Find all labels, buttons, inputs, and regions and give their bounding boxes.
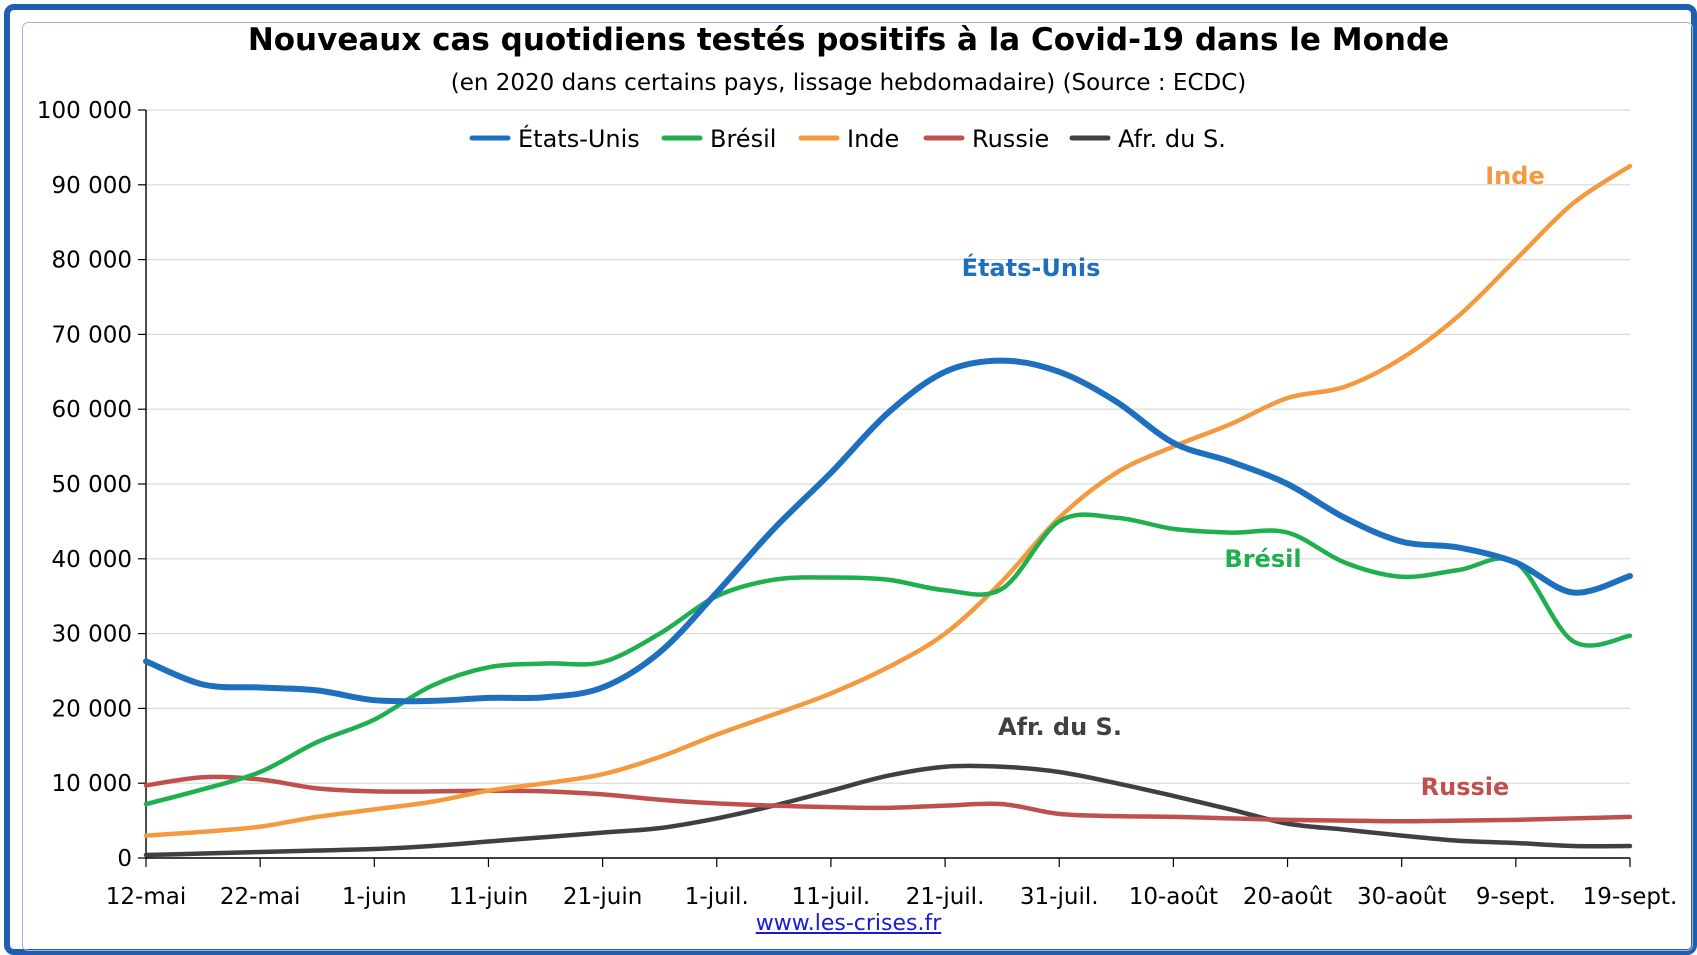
series-line-3 — [143, 774, 1633, 824]
x-tick-label: 11-juin — [449, 884, 529, 910]
y-tick-label: 100 000 — [37, 98, 132, 124]
y-tick-label: 20 000 — [52, 696, 132, 722]
series-line-0 — [143, 357, 1633, 705]
y-tick-label: 30 000 — [52, 622, 132, 648]
x-tick-label: 9-sept. — [1476, 884, 1556, 910]
x-tick-label: 31-juil. — [1020, 884, 1099, 910]
source-link[interactable]: www.les-crises.fr — [755, 911, 942, 936]
series-annotation: Brésil — [1224, 545, 1301, 573]
y-tick-label: 60 000 — [52, 397, 132, 423]
y-tick-label: 40 000 — [52, 547, 132, 573]
series-annotation: Inde — [1485, 162, 1544, 190]
legend-label: États-Unis — [518, 124, 640, 153]
x-tick-label: 1-juil. — [685, 884, 749, 910]
legend-label: Inde — [847, 125, 899, 153]
x-tick-label: 20-août — [1243, 884, 1332, 910]
y-tick-label: 0 — [117, 846, 132, 872]
x-tick-label: 12-mai — [106, 884, 186, 910]
y-tick-label: 70 000 — [52, 322, 132, 348]
x-tick-label: 11-juil. — [792, 884, 871, 910]
series-annotation: États-Unis — [962, 253, 1101, 282]
x-tick-label: 1-juin — [342, 884, 407, 910]
series-annotation: Afr. du S. — [998, 713, 1122, 741]
x-tick-label: 21-juil. — [906, 884, 985, 910]
y-tick-label: 10 000 — [52, 771, 132, 797]
y-tick-label: 80 000 — [52, 248, 132, 274]
y-tick-label: 50 000 — [52, 472, 132, 498]
chart-subtitle: (en 2020 dans certains pays, lissage heb… — [450, 70, 1247, 96]
legend-label: Afr. du S. — [1118, 125, 1226, 153]
x-tick-label: 10-août — [1129, 884, 1218, 910]
series-line-1 — [143, 512, 1633, 807]
x-tick-label: 22-mai — [220, 884, 300, 910]
series-line-4 — [143, 763, 1633, 858]
series-annotation: Russie — [1421, 773, 1510, 801]
chart-title: Nouveaux cas quotidiens testés positifs … — [247, 22, 1450, 58]
x-tick-label: 21-juin — [563, 884, 643, 910]
y-tick-label: 90 000 — [52, 173, 132, 199]
series-line-2 — [143, 163, 1633, 838]
legend-label: Brésil — [710, 125, 776, 153]
legend-label: Russie — [972, 125, 1049, 153]
x-tick-label: 19-sept. — [1583, 884, 1678, 910]
x-tick-label: 30-août — [1357, 884, 1446, 910]
